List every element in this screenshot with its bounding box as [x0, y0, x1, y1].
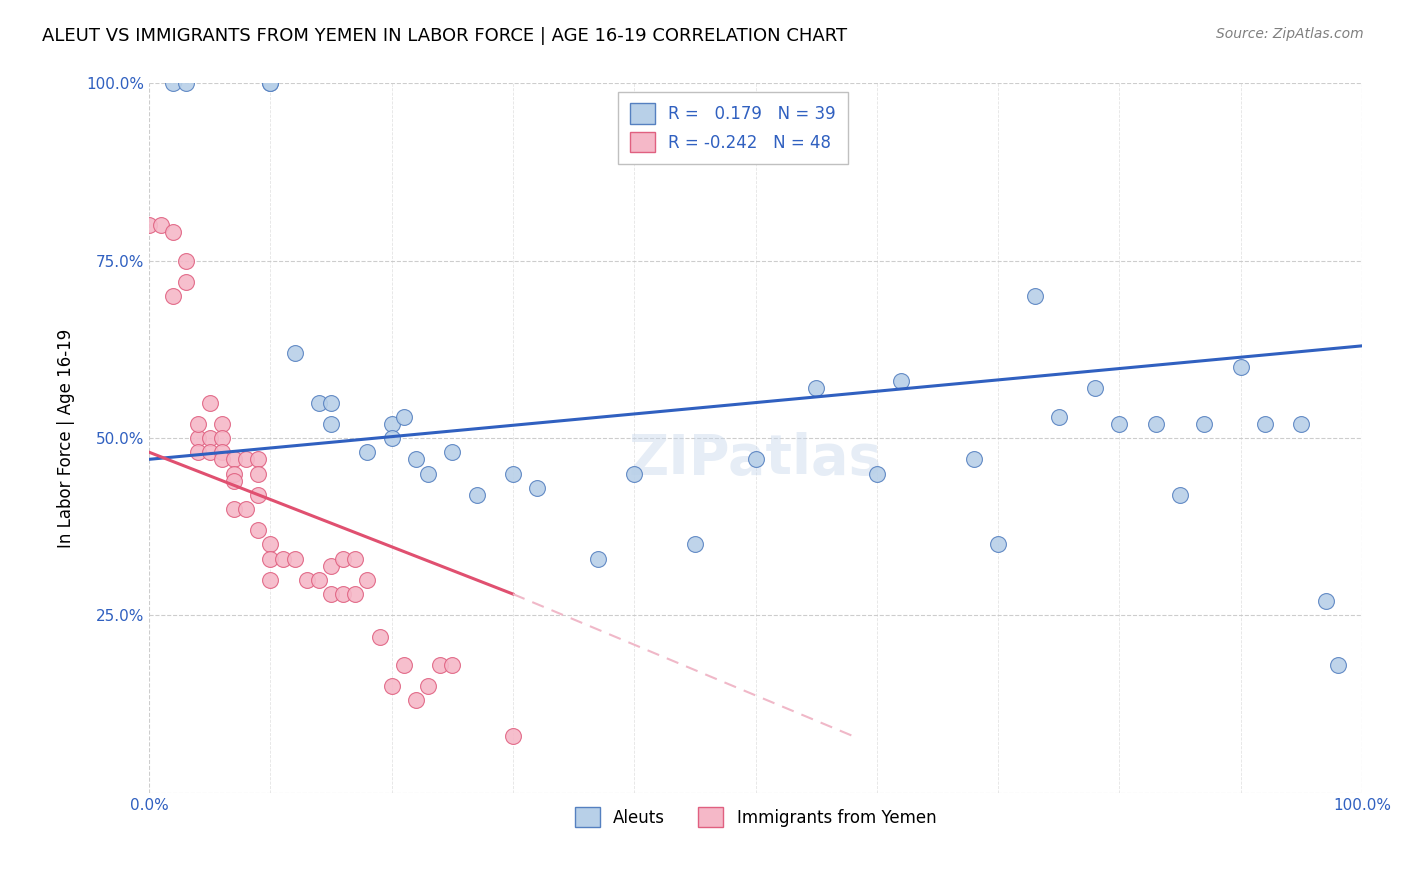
Point — [319, 558, 342, 573]
Point — [1229, 360, 1251, 375]
Point — [1194, 417, 1216, 431]
Point — [259, 551, 281, 566]
Point — [806, 381, 828, 395]
Point — [271, 551, 294, 566]
Y-axis label: In Labor Force | Age 16-19: In Labor Force | Age 16-19 — [58, 328, 75, 548]
Point — [416, 679, 439, 693]
Point — [198, 445, 221, 459]
Point — [187, 431, 209, 445]
Point — [465, 488, 488, 502]
Point — [211, 417, 233, 431]
Point — [187, 445, 209, 459]
Point — [405, 693, 427, 707]
Point — [319, 395, 342, 409]
Point — [744, 452, 766, 467]
Point — [259, 537, 281, 551]
Point — [259, 77, 281, 91]
Point — [890, 374, 912, 388]
Point — [211, 452, 233, 467]
Point — [381, 431, 404, 445]
Point — [526, 481, 548, 495]
Point — [987, 537, 1010, 551]
Point — [284, 551, 307, 566]
Point — [866, 467, 889, 481]
Point — [222, 474, 245, 488]
Point — [1024, 289, 1046, 303]
Point — [247, 523, 270, 537]
Point — [405, 452, 427, 467]
Legend: Aleuts, Immigrants from Yemen: Aleuts, Immigrants from Yemen — [568, 800, 943, 834]
Point — [247, 452, 270, 467]
Point — [344, 551, 367, 566]
Point — [1108, 417, 1130, 431]
Point — [319, 587, 342, 601]
Point — [683, 537, 706, 551]
Point — [356, 573, 378, 587]
Point — [1291, 417, 1313, 431]
Point — [308, 573, 330, 587]
Point — [174, 275, 197, 289]
Point — [222, 502, 245, 516]
Point — [332, 551, 354, 566]
Point — [429, 658, 451, 673]
Point — [211, 431, 233, 445]
Point — [247, 488, 270, 502]
Point — [235, 502, 257, 516]
Point — [963, 452, 986, 467]
Text: ALEUT VS IMMIGRANTS FROM YEMEN IN LABOR FORCE | AGE 16-19 CORRELATION CHART: ALEUT VS IMMIGRANTS FROM YEMEN IN LABOR … — [42, 27, 848, 45]
Point — [392, 409, 415, 424]
Point — [211, 445, 233, 459]
Point — [162, 289, 184, 303]
Point — [368, 630, 391, 644]
Point — [441, 658, 464, 673]
Point — [138, 219, 160, 233]
Point — [222, 467, 245, 481]
Point — [623, 467, 645, 481]
Point — [586, 551, 609, 566]
Point — [284, 346, 307, 360]
Point — [162, 77, 184, 91]
Point — [150, 219, 173, 233]
Point — [392, 658, 415, 673]
Text: Source: ZipAtlas.com: Source: ZipAtlas.com — [1216, 27, 1364, 41]
Point — [198, 395, 221, 409]
Point — [259, 77, 281, 91]
Point — [502, 729, 524, 743]
Point — [1047, 409, 1070, 424]
Point — [502, 467, 524, 481]
Point — [344, 587, 367, 601]
Point — [1168, 488, 1191, 502]
Point — [222, 452, 245, 467]
Point — [381, 417, 404, 431]
Point — [174, 253, 197, 268]
Point — [198, 431, 221, 445]
Point — [247, 467, 270, 481]
Point — [441, 445, 464, 459]
Point — [1084, 381, 1107, 395]
Point — [187, 417, 209, 431]
Point — [1326, 658, 1348, 673]
Point — [174, 77, 197, 91]
Point — [356, 445, 378, 459]
Point — [1315, 594, 1337, 608]
Point — [416, 467, 439, 481]
Point — [319, 417, 342, 431]
Point — [295, 573, 318, 587]
Point — [259, 573, 281, 587]
Point — [235, 452, 257, 467]
Point — [1144, 417, 1167, 431]
Point — [308, 395, 330, 409]
Text: ZIPatlas: ZIPatlas — [628, 433, 883, 486]
Point — [162, 226, 184, 240]
Point — [332, 587, 354, 601]
Point — [381, 679, 404, 693]
Point — [1254, 417, 1277, 431]
